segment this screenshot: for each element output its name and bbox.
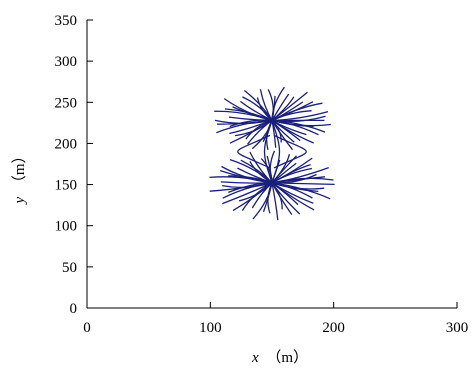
x-tick-label: 200 [322,320,345,336]
root-line [271,182,279,221]
root-line [271,86,285,121]
root-line [271,110,312,121]
x-tick-label: 100 [199,320,222,336]
root-line [235,119,273,137]
root-line [238,182,273,202]
root-line [271,119,282,143]
root-line [252,182,273,220]
y-axis-var: y [12,197,28,206]
root-line [271,182,299,206]
y-tick-label: 200 [55,136,78,152]
x-tick-label: 300 [446,320,469,336]
root-line [271,177,334,184]
root-line [271,110,329,122]
root-line [259,89,273,121]
root-line [271,93,290,121]
y-tick-label: 100 [55,219,78,235]
root-line [271,167,313,184]
root-line [221,165,273,184]
y-tick-label: 250 [55,95,78,111]
y-axis-unit: （m） [11,148,28,190]
cluster-connectors [237,120,307,184]
root-line [220,181,273,184]
root-line [271,115,326,123]
connector-line [263,120,273,184]
x-tick-group: 0 100 200 300 [83,302,468,336]
connector-line [237,134,271,169]
root-line [249,151,273,184]
cluster-lower [209,150,335,221]
connector-line [273,134,307,169]
chart-axes [86,20,457,309]
plot-area [209,86,335,221]
x-axis-unit: （m） [266,349,308,366]
y-tick-label: 0 [70,301,78,317]
y-tick-label: 50 [62,260,77,276]
cluster-upper [214,86,331,151]
root-line [228,116,273,122]
root-line [271,182,283,210]
root-line [271,119,301,142]
root-line [249,161,273,184]
root-line [271,91,308,121]
y-tick-label: 150 [55,178,78,194]
root-line [222,182,273,189]
root-line [237,167,273,184]
y-tick-label: 350 [55,13,78,29]
y-tick-group: 0 50 100 150 200 250 300 350 [55,13,93,317]
root-line [222,182,273,205]
connector-line [271,120,281,184]
x-axis-title: x （m） [251,349,308,366]
x-tick-label: 0 [83,320,91,336]
root-line [256,97,273,121]
x-axis-var: x [251,350,259,366]
root-line [240,100,273,121]
y-axis-title: y （m） [11,148,28,205]
root-line [214,119,273,125]
root-line [223,98,273,122]
y-tick-label: 300 [55,54,78,70]
